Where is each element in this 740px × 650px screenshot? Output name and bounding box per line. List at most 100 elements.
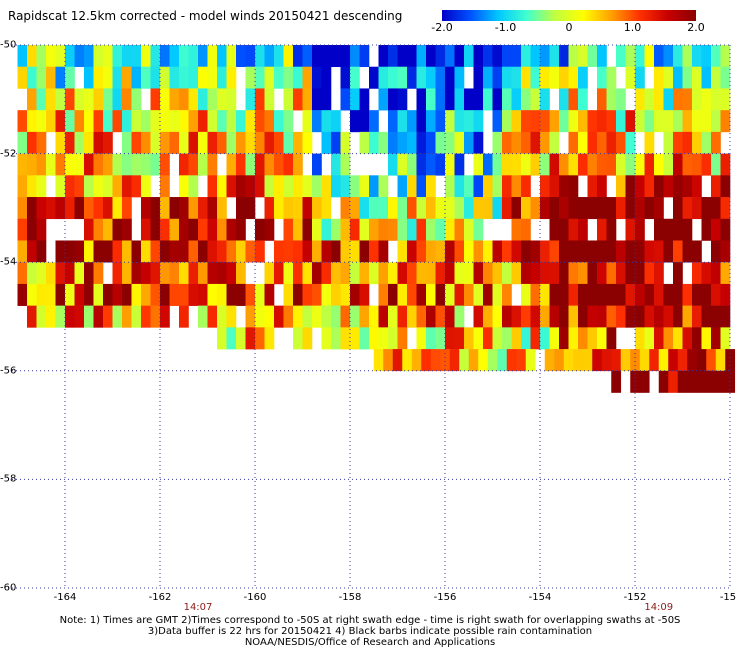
heat-cell [673,283,683,306]
heat-cell [720,305,731,328]
heat-cell [606,305,617,328]
heat-cell [93,88,104,111]
heat-cell [17,262,28,285]
heat-cell [340,153,351,176]
heat-cell [36,153,47,176]
heat-cell [169,218,180,241]
heat-cell [635,66,645,89]
heat-cell [625,131,636,154]
colorbar-tick-label: 1.0 [623,21,642,34]
heat-cell [568,283,579,306]
heat-cell [701,153,712,176]
heat-cell [274,153,284,176]
heat-cell [103,88,113,111]
heat-cell [112,66,123,89]
heat-cell [397,175,408,198]
heat-cell [236,45,246,68]
heat-cell [226,240,237,263]
heat-cell [397,66,408,89]
heat-cell [516,349,527,372]
heat-cell [606,327,617,350]
heat-cell [616,110,626,133]
heat-cell [103,66,113,89]
heat-cell [668,370,679,393]
heat-cell [521,327,531,350]
heat-cell [321,327,332,350]
heat-cell [84,110,94,133]
heat-cell [302,262,313,285]
heat-cell [359,218,370,241]
heat-cell [407,175,417,198]
heat-cell [587,131,598,154]
heat-cell [492,66,503,89]
heat-cell [226,175,237,198]
heat-cell [445,131,455,154]
heat-cell [359,327,370,350]
heat-cell [160,110,170,133]
heat-cell [530,305,541,328]
heat-cell [492,197,503,220]
heat-cell [74,283,85,306]
heat-cell [131,175,142,198]
heat-cell [540,110,550,133]
swath-time-label: 14:09 [644,602,674,613]
heat-cell [321,305,332,328]
heat-cell [17,240,28,263]
heat-cell [454,327,465,350]
heat-cell [27,197,37,220]
heat-cell [644,283,655,306]
heat-cell [321,240,332,263]
heat-cell [682,175,693,198]
heat-cell [639,349,650,372]
heat-cell [160,153,170,176]
heat-cell [559,283,569,306]
heat-cell [492,131,503,154]
heat-cell [283,218,294,241]
heat-cell [720,45,731,68]
heat-cell [682,305,693,328]
heat-cell [711,240,721,263]
heat-cell [160,262,170,285]
heat-cell [673,197,683,220]
heat-cell [578,262,588,285]
heat-cell [454,262,465,285]
heat-cell [568,45,579,68]
heat-cell [160,175,170,198]
heat-cell [169,45,180,68]
heat-cell [502,153,512,176]
heat-cell [302,45,313,68]
heat-cell [340,88,351,111]
heat-cell [283,66,294,89]
heat-cell [179,66,189,89]
heat-cell [359,197,370,220]
heat-cell [27,66,37,89]
heat-cell [521,153,531,176]
heat-cell [179,262,189,285]
heat-cell [568,110,579,133]
heat-cell [578,327,588,350]
heat-cell [625,197,636,220]
heat-cell [283,305,294,328]
heat-cell [321,283,332,306]
heat-cell [445,153,455,176]
heat-cell [17,66,28,89]
heat-cell [245,175,256,198]
heat-cell [416,110,427,133]
heat-cell [587,175,598,198]
heat-cell [587,197,598,220]
heat-cell [426,66,436,89]
heat-cell [188,175,199,198]
heat-cell [321,262,332,285]
heat-cell [606,66,617,89]
heat-cell [540,283,550,306]
heat-cell [55,240,66,263]
heat-cell [302,66,313,89]
heat-cell [74,197,85,220]
heat-cell [502,262,512,285]
heat-cell [36,262,47,285]
lat-tick-label: -56 [0,365,17,377]
heat-cell [397,327,408,350]
swath-time-label: 14:07 [183,602,213,613]
heat-cell [340,218,351,241]
heat-cell [150,88,161,111]
